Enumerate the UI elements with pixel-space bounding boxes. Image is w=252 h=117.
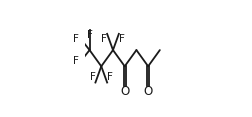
Text: F: F xyxy=(73,34,78,44)
Text: O: O xyxy=(143,85,152,98)
Text: O: O xyxy=(120,85,129,98)
Text: F: F xyxy=(89,72,95,82)
Text: F: F xyxy=(86,30,92,40)
Text: F: F xyxy=(107,72,113,82)
Text: F: F xyxy=(73,56,78,66)
Text: F: F xyxy=(101,34,107,44)
Text: F: F xyxy=(118,34,124,44)
